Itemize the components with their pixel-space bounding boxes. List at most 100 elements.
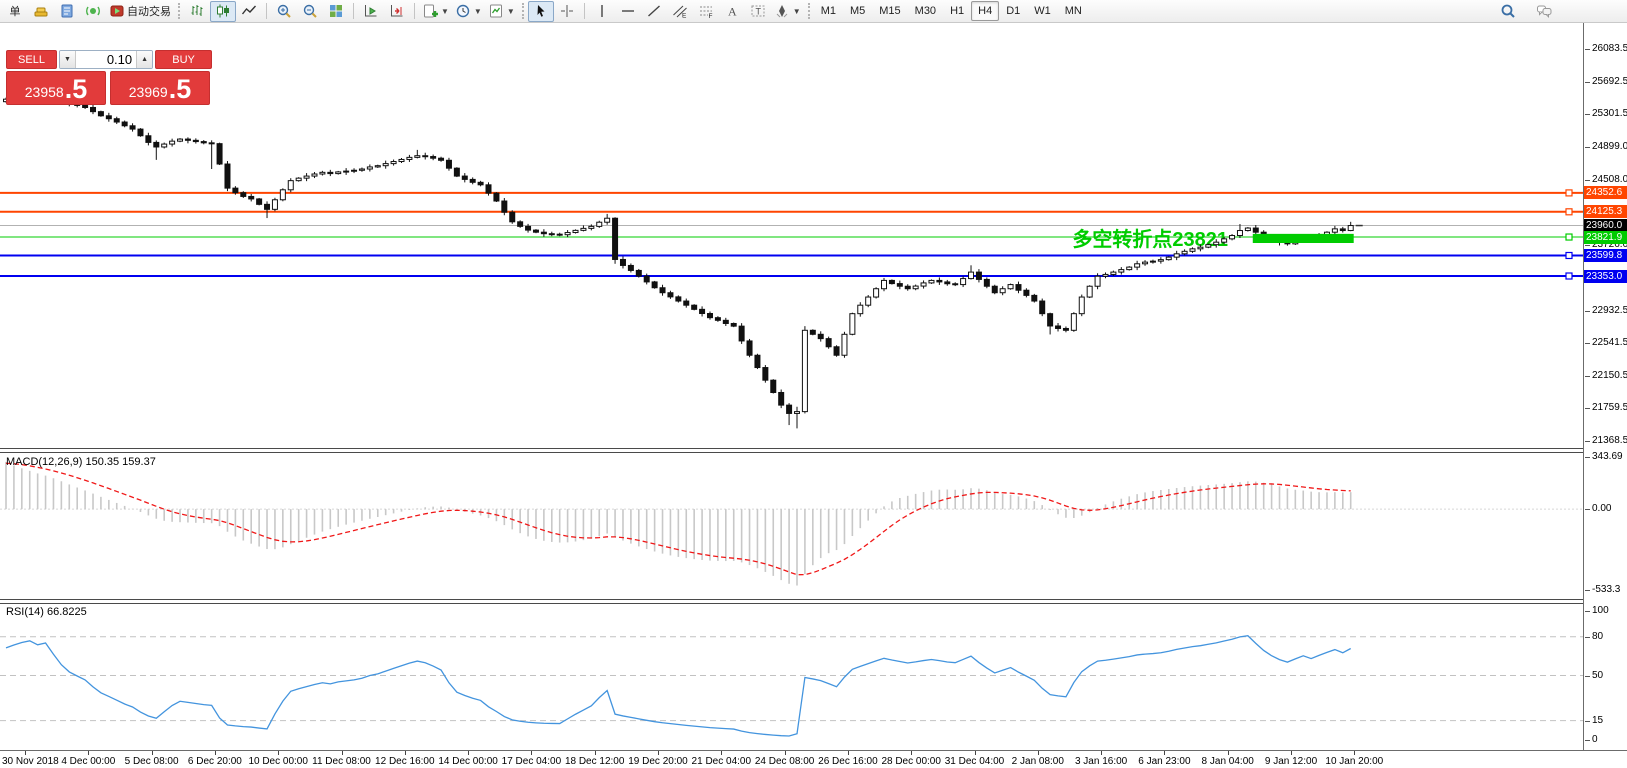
pivot-annotation-text[interactable]: 多空转折点23821 <box>1072 227 1228 251</box>
indicators-button-dropdown-icon[interactable]: ▼ <box>441 6 449 16</box>
candle-body <box>841 333 848 356</box>
candle-body <box>121 121 128 127</box>
text-button[interactable]: A <box>719 1 745 22</box>
resistance-line-2-handle[interactable] <box>1565 208 1573 216</box>
volume-value[interactable]: 0.10 <box>106 52 133 67</box>
templates-button-dropdown-icon[interactable]: ▼ <box>506 6 515 16</box>
candle-body <box>477 181 484 186</box>
pivot-line-handle[interactable] <box>1565 233 1573 241</box>
auto-scroll-button[interactable] <box>358 1 384 22</box>
macd-indicator-canvas[interactable] <box>0 453 1583 599</box>
rsi-indicator-canvas[interactable] <box>0 604 1583 750</box>
candle-body <box>200 141 207 144</box>
candle-body <box>1023 289 1030 296</box>
arrows-button-dropdown-icon[interactable]: ▼ <box>792 6 801 16</box>
candle-body <box>366 166 373 170</box>
rsi-pane-divider[interactable] <box>0 599 1627 604</box>
indicators-button-icon <box>424 4 438 18</box>
tf-m1[interactable]: M1 <box>814 1 843 21</box>
candle-body <box>90 106 97 113</box>
time-tick-mark <box>784 751 786 755</box>
candle-body <box>177 138 184 142</box>
sell-price-button[interactable]: 23958 .5 <box>6 71 106 105</box>
time-tick-mark <box>1037 751 1039 755</box>
sell-button[interactable]: SELL <box>6 50 57 69</box>
price-tick-mark <box>1585 441 1590 442</box>
time-tick-mark <box>468 751 470 755</box>
toolbar-separator <box>583 3 585 19</box>
support-line-2-handle[interactable] <box>1565 272 1573 280</box>
candle-body <box>1229 235 1236 240</box>
cursor-button-icon <box>537 5 545 17</box>
chart-shift-button[interactable] <box>384 1 410 22</box>
time-axis[interactable]: 30 Nov 2018 4 Dec 00:00 5 Dec 08:00 6 Dec 2… <box>0 750 1627 768</box>
vertical-line-button[interactable] <box>589 1 615 22</box>
candle-body <box>1055 325 1062 329</box>
resistance-line-1-handle[interactable] <box>1565 189 1573 197</box>
tf-m5[interactable]: M5 <box>843 1 872 21</box>
crosshair-button[interactable] <box>554 1 580 22</box>
bar-chart-button[interactable] <box>184 1 210 22</box>
volume-decrease-button[interactable]: ▼ <box>60 51 76 68</box>
templates-button[interactable]: ▼ <box>485 1 518 22</box>
zoom-in-button[interactable] <box>271 1 297 22</box>
candle-body <box>1007 284 1014 290</box>
chat-button[interactable] <box>1531 1 1557 22</box>
buy-price-dec: .5 <box>168 74 192 104</box>
new-order-button[interactable]: 单 <box>2 1 28 22</box>
candle-body <box>627 264 634 271</box>
pivot-highlight-rectangle[interactable] <box>1252 233 1354 244</box>
tf-m15[interactable]: M15 <box>872 1 907 21</box>
arrows-button-icon <box>776 5 788 18</box>
gold-icon[interactable] <box>28 1 54 22</box>
tf-w1[interactable]: W1 <box>1027 1 1058 21</box>
candle-body <box>1110 271 1117 275</box>
buy-price-button[interactable]: 23969 .5 <box>110 71 210 105</box>
price-tick-mark <box>1585 49 1590 50</box>
arrows-button[interactable]: ▼ <box>771 1 804 22</box>
macd-pane-divider[interactable] <box>0 448 1627 453</box>
macd-tick-mark <box>1585 590 1590 591</box>
line-chart-button[interactable] <box>236 1 262 22</box>
tf-h1[interactable]: H1 <box>943 1 971 21</box>
support-line-1-handle[interactable] <box>1565 251 1573 260</box>
tf-h1-label: H1 <box>950 5 965 17</box>
candle-body <box>469 178 476 183</box>
price-axis[interactable] <box>1583 23 1627 750</box>
candle-body <box>612 217 619 260</box>
candle-body <box>453 167 460 177</box>
equidistant-channel-button[interactable]: E <box>667 1 693 22</box>
periods-button[interactable]: ▼ <box>452 1 485 22</box>
cursor-button[interactable] <box>527 0 554 22</box>
trendline-button[interactable] <box>641 1 667 22</box>
periods-button-dropdown-icon[interactable]: ▼ <box>473 6 482 16</box>
tf-h4[interactable]: H4 <box>971 1 1000 21</box>
price-chart-canvas[interactable]: 多空转折点23821 <box>0 23 1583 448</box>
autotrading-button-icon <box>110 5 124 17</box>
fibonacci-button[interactable]: F <box>693 1 719 22</box>
candle-body <box>983 278 990 287</box>
volume-increase-button[interactable]: ▲ <box>136 51 153 68</box>
zoom-out-button[interactable] <box>297 1 323 22</box>
community-icon[interactable] <box>54 1 80 22</box>
candle-body <box>1142 261 1149 265</box>
label-button[interactable]: T <box>745 1 771 22</box>
price-tick-label: 22932.5 <box>1592 304 1627 316</box>
candle-body <box>145 135 152 143</box>
search-button[interactable] <box>1495 1 1521 22</box>
tf-d1[interactable]: D1 <box>999 1 1027 21</box>
buy-button[interactable]: BUY <box>155 50 212 69</box>
horizontal-line-button[interactable] <box>615 1 641 22</box>
candle-body <box>414 155 421 158</box>
tf-m5-label: M5 <box>849 5 866 17</box>
tf-m30[interactable]: M30 <box>908 1 943 21</box>
indicators-button[interactable]: ▼ <box>419 1 452 22</box>
candle-body <box>548 233 555 236</box>
tf-mn[interactable]: MN <box>1058 1 1089 21</box>
signals-icon[interactable] <box>80 1 106 22</box>
candlestick-chart-button[interactable] <box>210 0 236 22</box>
tile-windows-button[interactable] <box>323 1 349 22</box>
candle-body <box>1197 246 1204 250</box>
candle-body <box>192 139 199 143</box>
autotrading-button[interactable]: 自动交易 <box>106 1 174 22</box>
